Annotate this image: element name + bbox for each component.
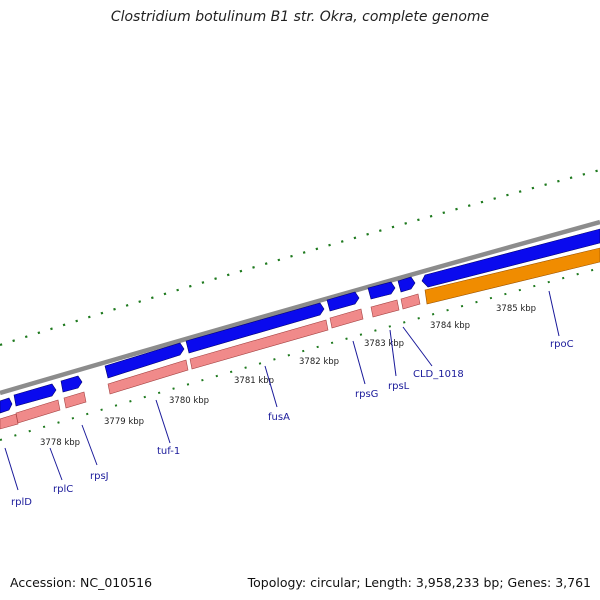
leader-lines (4, 290, 560, 491)
tick-label: 3782 kbp (299, 357, 339, 367)
tick-label: 3783 kbp (364, 339, 404, 349)
cds-track (0, 293, 421, 430)
forward-gene-track (0, 228, 600, 414)
gene-arrow-fusA[interactable] (185, 302, 325, 354)
gene-labels: rplD rplC rpsJ tuf-1 fusA rpsG rpsL CLD_… (11, 339, 574, 508)
topology-text: Topology: circular; Length: 3,958,233 bp… (247, 575, 591, 590)
cds-fusA[interactable] (189, 319, 329, 370)
gene-label-CLD1018[interactable]: CLD_1018 (413, 369, 464, 380)
map-title: Clostridium botulinum B1 str. Okra, comp… (110, 9, 490, 25)
gene-label-rpsL[interactable]: rpsL (388, 381, 410, 392)
tick-label: 3781 kbp (234, 376, 274, 386)
gene-label-fusA[interactable]: fusA (268, 412, 290, 423)
gene-arrow-CLD1018[interactable] (397, 276, 416, 293)
gene-arrow-rpsL[interactable] (367, 281, 396, 300)
gene-arrow-rpsG[interactable] (326, 291, 360, 312)
genome-backbone (0, 219, 600, 396)
gene-label-rpsJ[interactable]: rpsJ (90, 471, 109, 482)
gene-label-rpsG[interactable]: rpsG (355, 389, 378, 400)
cds-CLD1018[interactable] (400, 293, 421, 310)
gene-arrow-rpsJ[interactable] (60, 375, 83, 393)
gene-arrow-rplD[interactable] (0, 397, 13, 414)
tick-label: 3779 kbp (104, 417, 144, 427)
cds-rpsJ[interactable] (63, 391, 87, 409)
accession-text: Accession: NC_010516 (10, 575, 153, 590)
cds-rplD[interactable] (0, 413, 19, 430)
gene-arrow-tuf1[interactable] (104, 342, 185, 379)
tick-label: 3785 kbp (496, 304, 536, 314)
gene-arrow-rpoC[interactable] (421, 228, 600, 288)
cds-rpsL[interactable] (370, 299, 400, 318)
gene-label-rplC[interactable]: rplC (53, 484, 73, 495)
inner-tick-ring (0, 267, 600, 441)
gene-label-rplD[interactable]: rplD (11, 497, 32, 508)
cds-rpsG[interactable] (329, 308, 364, 329)
gene-label-rpoC[interactable]: rpoC (550, 339, 574, 350)
cds-tuf1[interactable] (107, 359, 189, 395)
tick-label: 3778 kbp (40, 438, 80, 448)
gene-label-tuf1[interactable]: tuf-1 (157, 446, 180, 457)
tick-label: 3784 kbp (430, 321, 470, 331)
kbp-labels: 3778 kbp 3779 kbp 3780 kbp 3781 kbp 3782… (40, 304, 536, 448)
cds-rpoC[interactable] (424, 247, 600, 305)
cds-rplC[interactable] (15, 399, 61, 424)
gene-arrow-rplC[interactable] (13, 383, 57, 407)
tick-label: 3780 kbp (169, 396, 209, 406)
